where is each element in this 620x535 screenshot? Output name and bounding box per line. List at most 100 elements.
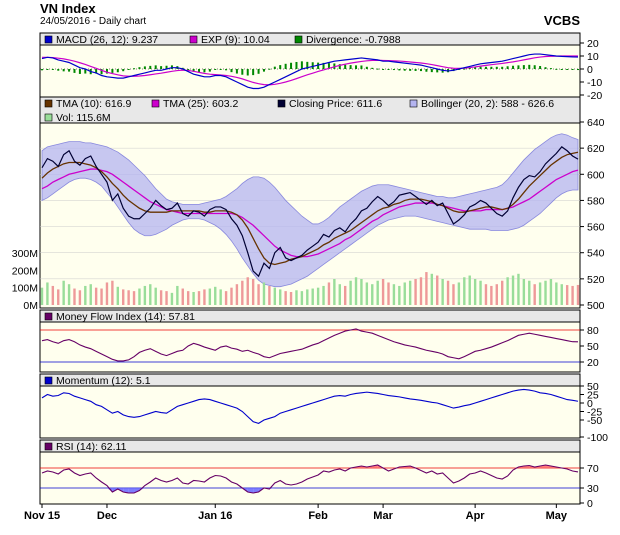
x-tick-label: Apr [466,510,486,522]
momentum-panel-legend-swatch [44,376,53,385]
volume-bar [230,287,233,305]
x-tick-label: Jan 16 [198,510,232,522]
divergence-bar [284,63,287,69]
divergence-bar [122,69,125,72]
macd-panel-ytick-label: 0 [587,64,593,76]
volume-bar [46,282,49,305]
volume-bar [251,279,255,305]
divergence-bar [344,64,347,69]
macd-panel-legend [39,32,581,46]
divergence-bar [566,69,569,70]
macd-panel-legend-label: Divergence: -0.7988 [306,34,401,46]
volume-bar [311,288,314,305]
volume-bar [490,285,493,305]
volume-bar [235,284,239,305]
divergence-bar [577,69,579,71]
divergence-bar [127,69,130,70]
volume-bar [84,285,87,305]
volume-bar [143,285,147,305]
momentum-panel-line [41,388,579,425]
divergence-bar [539,66,542,69]
divergence-bar [322,62,325,69]
divergence-bar [105,69,108,74]
volume-bar [57,289,60,305]
divergence-bar [484,66,487,69]
divergence-bar [208,69,211,72]
volume-bar [224,291,228,305]
divergence-bar [68,69,71,72]
volume-bar [73,288,76,305]
divergence-bar [160,66,163,69]
divergence-bar [198,69,201,73]
volume-bar [381,279,385,305]
volume-bar [371,284,374,305]
price-legend-swatch [151,99,160,108]
volume-bar [468,275,471,305]
x-tick-label: Feb [308,510,328,522]
divergence-bar [192,69,195,72]
chart-panels: MACD (26, 12): 9.237 EXP (9): 10.04 Diverg… [12,32,608,510]
divergence-bar [290,62,293,69]
divergence-bar [490,66,493,69]
volume-bar [122,289,125,305]
divergence-bar [501,66,504,69]
divergence-bar [349,65,352,69]
price-panel-legend [39,96,581,124]
divergence-bar [387,69,390,70]
momentum-panel-legend [39,373,581,387]
volume-bar [149,284,152,305]
volume-bar [430,273,434,305]
x-tick-label: Mar [373,510,393,522]
volume-bar [544,280,547,305]
divergence-bar [517,65,520,69]
price-panel-ytick-label: 620 [587,143,605,155]
divergence-bar [51,69,54,70]
x-axis: Nov 15 Dec Jan 16 Feb Mar Apr May [24,504,568,522]
volume-bar [441,279,444,305]
momentum-panel-ytick-label: 50 [587,381,599,393]
divergence-bar [241,69,244,75]
divergence-bar [495,66,498,69]
divergence-bar [41,69,43,71]
price-panel-ytick-label: 500 [587,300,605,312]
volume-bar [436,275,439,305]
volume-bar [62,280,65,305]
mfi-panel-ytick-label: 80 [587,325,599,337]
divergence-bar [365,66,368,69]
macd-panel-legend-swatch [294,35,303,44]
volume-bar [165,291,168,305]
volume-bar [408,280,412,305]
volume-bar [387,282,390,305]
volume-bar [40,287,44,305]
chart-title: VN Index [40,1,96,16]
price-legend-swatch [44,99,53,108]
volume-bar [176,285,179,305]
divergence-bar [512,65,515,69]
divergence-bar [371,67,374,69]
divergence-bar [84,69,87,74]
divergence-bar [430,69,433,73]
divergence-bar [419,69,422,72]
divergence-bar [214,69,217,70]
divergence-bar [382,69,385,70]
volume-bar [322,285,325,305]
price-legend-swatch [44,113,53,122]
divergence-bar [403,69,406,71]
volume-bar [306,289,309,305]
price-legend-swatch [277,99,286,108]
divergence-bar [235,69,238,74]
volume-bar [392,284,396,305]
volume-bar [273,287,277,305]
price-panel-ytick-label: 560 [587,222,605,234]
tma25-line [41,168,579,258]
volume-bar [549,279,553,305]
rsi-panel-legend-swatch [44,442,53,451]
volume-bar [295,290,298,305]
volume-bar [78,290,82,305]
rsi-panel-ytick-label: 0 [587,498,593,510]
volume-bar [327,282,331,305]
volume-bar [127,290,130,305]
volume-bar [398,285,401,305]
volume-ytick-label: 0M [23,300,38,312]
volume-bar [506,277,509,305]
